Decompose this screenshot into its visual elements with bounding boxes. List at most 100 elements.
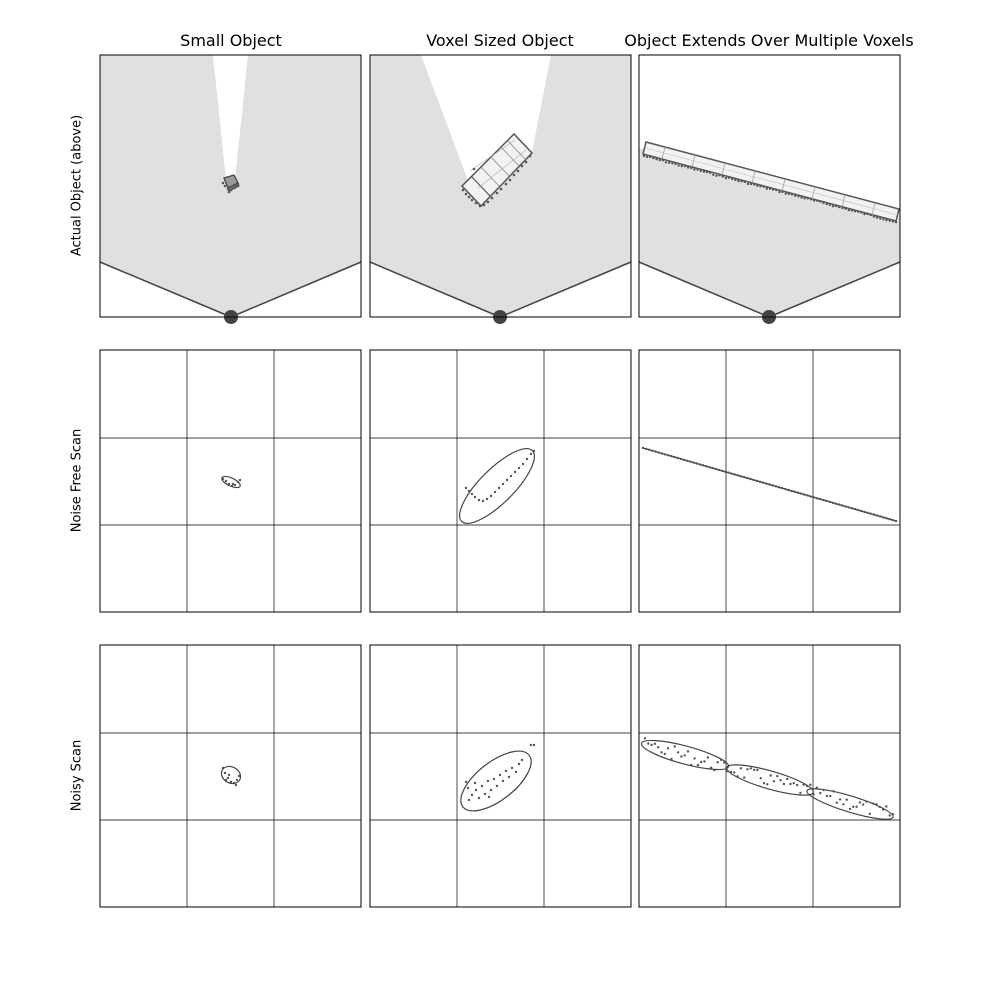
- scan-point: [784, 487, 787, 491]
- scan-point: [882, 516, 885, 519]
- column-title-voxel: Voxel Sized Object: [426, 31, 574, 50]
- panel-noisy-voxel: [369, 644, 632, 908]
- gaussian-ellipse: [220, 765, 242, 785]
- scan-point: [730, 472, 733, 475]
- scan-point: [853, 210, 857, 213]
- column-title-small: Small Object: [180, 31, 282, 50]
- scan-point: [818, 497, 822, 501]
- scan-point: [690, 166, 693, 170]
- voxel-grid: [370, 645, 631, 907]
- scan-point: [689, 460, 692, 463]
- scan-point: [766, 783, 769, 786]
- scan-point: [677, 164, 680, 167]
- scan-point: [705, 465, 708, 468]
- scan-point: [654, 450, 657, 453]
- scan-point: [828, 203, 832, 207]
- scan-point: [841, 206, 844, 210]
- scan-point: [645, 447, 648, 451]
- scan-point: [779, 779, 782, 782]
- scan-point: [866, 212, 869, 216]
- scan-point: [797, 195, 800, 198]
- scan-point: [737, 179, 740, 183]
- scan-point: [815, 497, 819, 500]
- scan-point: [832, 790, 835, 793]
- scan-point: [762, 782, 766, 785]
- scan-point: [641, 446, 645, 450]
- scan-point: [860, 509, 863, 513]
- scan-point: [658, 158, 661, 162]
- panel-actual-voxel: [369, 54, 632, 324]
- scan-point: [822, 788, 825, 792]
- scan-point: [670, 757, 673, 761]
- voxel-grid: [100, 350, 361, 612]
- scan-point: [852, 805, 855, 808]
- scan-point: [695, 462, 698, 465]
- scan-point: [879, 217, 882, 220]
- scan-point: [803, 493, 806, 496]
- scan-point: [702, 170, 706, 173]
- scan-point: [749, 477, 752, 481]
- scan-point: [664, 161, 668, 164]
- scan-point: [819, 791, 822, 795]
- panel-frame: [369, 644, 632, 908]
- scan-point: [891, 518, 894, 522]
- scan-point: [848, 807, 852, 811]
- scan-point: [736, 474, 740, 477]
- scan-point: [806, 197, 809, 200]
- scan-point: [706, 756, 709, 759]
- scan-point: [733, 473, 736, 476]
- scan-point: [673, 455, 676, 459]
- scan-point: [775, 188, 778, 192]
- scan-points: [221, 766, 241, 787]
- scan-point: [868, 812, 872, 815]
- scan-points: [221, 477, 242, 488]
- scan-point: [825, 499, 828, 503]
- scan-point: [857, 210, 860, 213]
- scan-point: [777, 486, 781, 489]
- scan-point: [652, 156, 655, 160]
- scan-point: [765, 482, 768, 485]
- scan-point: [860, 211, 863, 214]
- scan-point: [842, 803, 845, 806]
- scan-point: [686, 166, 690, 169]
- scan-point: [726, 770, 729, 773]
- scan-point: [755, 479, 759, 483]
- scan-point: [699, 169, 702, 173]
- scan-point: [850, 209, 854, 212]
- scan-point: [792, 782, 795, 785]
- scan-point: [888, 219, 891, 222]
- scan-point: [733, 771, 736, 774]
- scan-point: [724, 470, 727, 473]
- scan-point: [863, 510, 866, 514]
- scan-point: [647, 742, 650, 745]
- scan-points: [464, 449, 536, 503]
- scan-point: [768, 483, 771, 486]
- scan-point: [885, 517, 888, 520]
- voxel-grid: [100, 645, 361, 907]
- scan-point: [680, 164, 683, 168]
- scan-point: [749, 767, 752, 770]
- scan-point: [674, 162, 677, 166]
- scan-point: [711, 466, 714, 470]
- scan-point: [690, 763, 693, 767]
- scan-point: [891, 220, 895, 223]
- scan-point: [838, 798, 842, 801]
- scan-point: [705, 170, 709, 174]
- scan-point: [850, 507, 853, 510]
- scan-point: [768, 187, 772, 190]
- scan-point: [762, 481, 765, 484]
- scan-point: [657, 451, 660, 454]
- scan-point: [772, 780, 776, 783]
- scan-point: [800, 196, 803, 199]
- scan-point: [863, 212, 866, 216]
- scan-point: [683, 164, 687, 168]
- scan-point: [724, 176, 728, 180]
- occlusion-shadow: [213, 55, 248, 180]
- scan-point: [793, 490, 796, 493]
- box-object-icon: [460, 132, 534, 208]
- scan-point: [795, 783, 799, 787]
- gaussian-ellipse: [460, 750, 532, 812]
- scan-point: [787, 488, 790, 492]
- scan-point: [809, 495, 812, 498]
